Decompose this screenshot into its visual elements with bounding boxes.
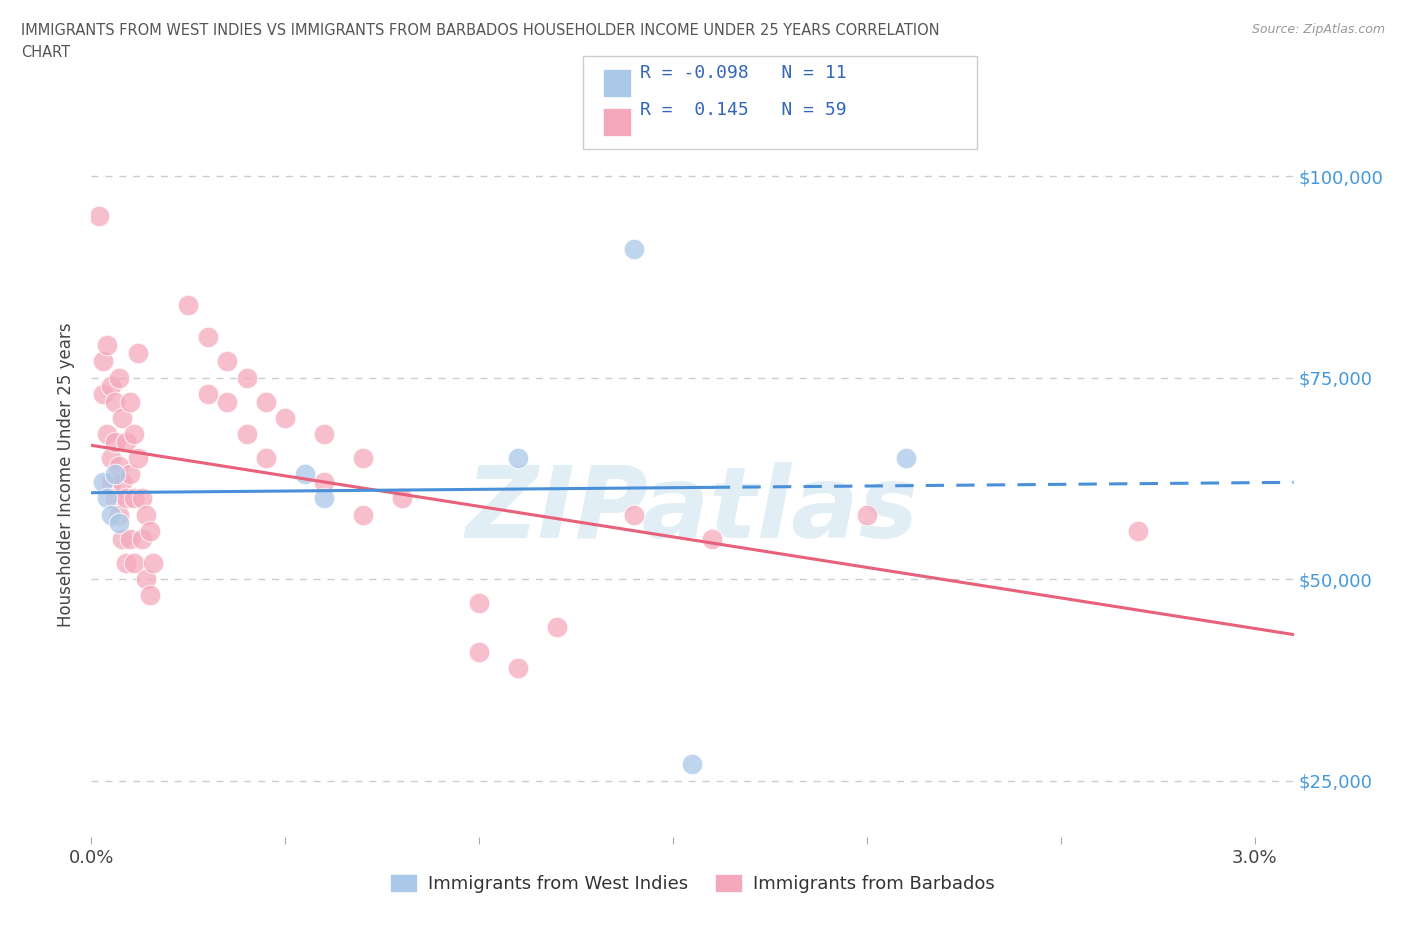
Point <box>120 531 142 546</box>
Point <box>104 394 127 409</box>
Point <box>115 434 138 449</box>
Point <box>120 467 142 482</box>
Point <box>104 491 127 506</box>
Point <box>100 379 122 393</box>
Point <box>127 346 149 361</box>
Text: R = -0.098   N = 11: R = -0.098 N = 11 <box>640 64 846 82</box>
Point <box>217 354 239 369</box>
Point <box>107 458 129 473</box>
Point <box>506 660 529 675</box>
Text: CHART: CHART <box>21 45 70 60</box>
Point <box>131 531 153 546</box>
Point <box>506 451 529 466</box>
Point <box>142 555 165 570</box>
Point <box>352 507 374 522</box>
Point <box>104 467 127 482</box>
Point <box>96 338 118 352</box>
Point <box>107 515 129 530</box>
Point <box>312 475 335 490</box>
Point <box>681 757 703 772</box>
Point <box>254 394 277 409</box>
Point <box>100 507 122 522</box>
Point <box>131 491 153 506</box>
Point <box>111 475 134 490</box>
Point <box>111 531 134 546</box>
Text: Source: ZipAtlas.com: Source: ZipAtlas.com <box>1251 23 1385 36</box>
Legend: Immigrants from West Indies, Immigrants from Barbados: Immigrants from West Indies, Immigrants … <box>382 867 1002 900</box>
Point <box>96 491 118 506</box>
Point <box>177 298 200 312</box>
Point <box>468 644 491 659</box>
Point <box>91 475 114 490</box>
Point <box>468 596 491 611</box>
Text: IMMIGRANTS FROM WEST INDIES VS IMMIGRANTS FROM BARBADOS HOUSEHOLDER INCOME UNDER: IMMIGRANTS FROM WEST INDIES VS IMMIGRANT… <box>21 23 939 38</box>
Point <box>100 475 122 490</box>
Point <box>138 524 160 538</box>
Point <box>294 467 316 482</box>
Point <box>700 531 723 546</box>
Point <box>104 434 127 449</box>
Point <box>1128 524 1150 538</box>
Point <box>122 491 145 506</box>
Point <box>107 507 129 522</box>
Text: R =  0.145   N = 59: R = 0.145 N = 59 <box>640 101 846 119</box>
Point <box>96 427 118 442</box>
Point <box>312 491 335 506</box>
Point <box>127 451 149 466</box>
Point <box>274 410 297 425</box>
Point <box>623 241 645 256</box>
Point <box>115 491 138 506</box>
Point <box>107 370 129 385</box>
Point <box>135 572 157 587</box>
Point <box>217 394 239 409</box>
Point <box>197 386 219 401</box>
Point <box>89 209 111 224</box>
Point <box>235 370 257 385</box>
Point <box>312 427 335 442</box>
Point <box>235 427 257 442</box>
Point <box>197 330 219 345</box>
Text: ZIPatlas: ZIPatlas <box>465 462 920 559</box>
Y-axis label: Householder Income Under 25 years: Householder Income Under 25 years <box>58 322 76 627</box>
Point <box>135 507 157 522</box>
Point <box>894 451 917 466</box>
Point <box>91 386 114 401</box>
Point <box>623 507 645 522</box>
Point <box>138 588 160 603</box>
Point <box>91 354 114 369</box>
Point <box>122 555 145 570</box>
Point <box>352 451 374 466</box>
Point <box>120 394 142 409</box>
Point <box>111 410 134 425</box>
Point <box>856 507 879 522</box>
Point <box>254 451 277 466</box>
Point <box>100 451 122 466</box>
Point <box>391 491 413 506</box>
Point <box>546 620 568 635</box>
Point <box>122 427 145 442</box>
Point <box>115 555 138 570</box>
